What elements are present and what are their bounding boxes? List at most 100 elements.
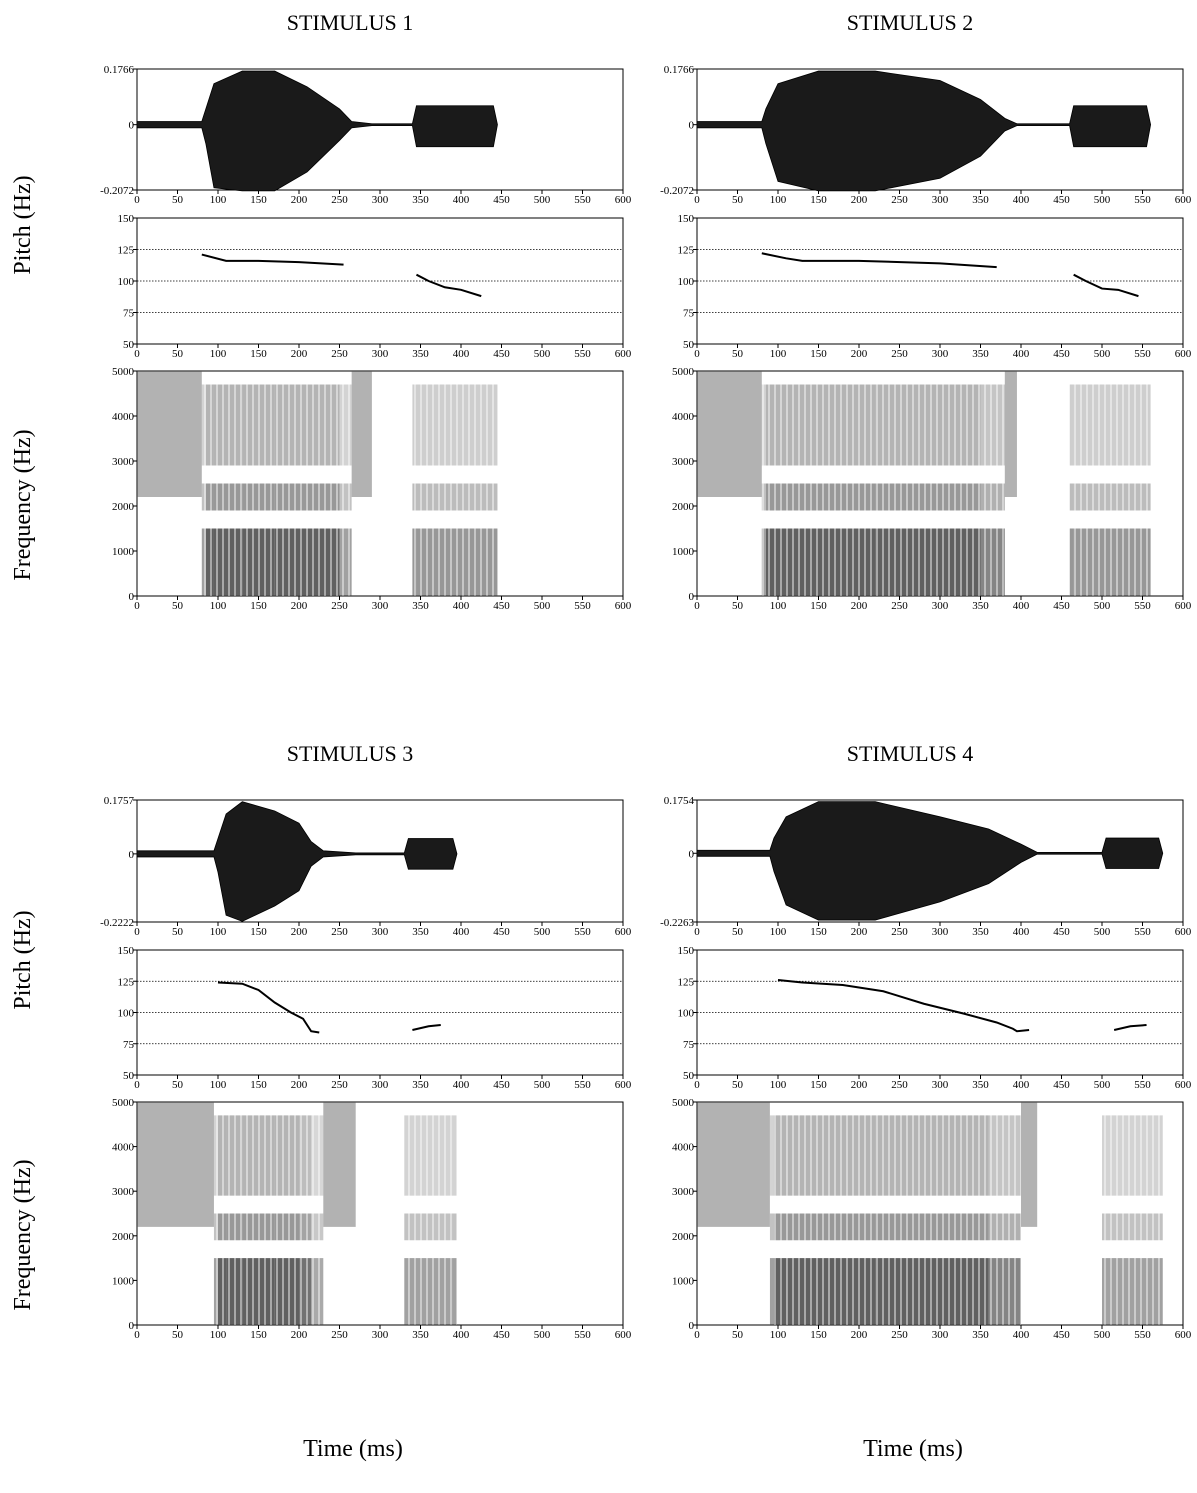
spectrogram-band: [213, 1115, 218, 1196]
spectrogram-band: [875, 1213, 940, 1241]
y-tick-label: 2000: [112, 1231, 135, 1243]
y-tick-label: 2000: [112, 501, 135, 513]
y-tick-label: 3000: [672, 1186, 695, 1198]
x-tick-label: 350: [412, 1079, 429, 1091]
spectrogram-band: [213, 1213, 218, 1241]
x-tick-label: 550: [1134, 600, 1151, 612]
spectrogram-band: [778, 528, 819, 596]
spectrogram-band: [311, 1213, 324, 1241]
y-tick-label: 50: [683, 1070, 695, 1082]
spectrogram-band: [339, 483, 352, 511]
y-tick-label: 50: [123, 339, 135, 351]
spectrogram-band: [299, 1115, 312, 1196]
x-tick-label: 0: [134, 926, 140, 938]
x-tick-label: 550: [574, 1329, 591, 1341]
spectrogram-band: [408, 1115, 453, 1196]
y-tick-label: 0.1754: [664, 795, 695, 807]
y-tick-label: 0: [689, 120, 695, 132]
x-tick-label: 50: [172, 1079, 184, 1091]
spectrogram-band: [940, 1258, 989, 1325]
x-tick-label: 450: [493, 1079, 510, 1091]
x-tick-label: 500: [1094, 600, 1111, 612]
x-tick-label: 250: [891, 926, 908, 938]
x-tick-label: 500: [1094, 348, 1111, 360]
x-tick-label: 150: [250, 1079, 267, 1091]
x-tick-label: 350: [412, 600, 429, 612]
x-tick-label: 250: [331, 600, 348, 612]
x-tick-label: 550: [574, 600, 591, 612]
x-tick-label: 100: [770, 926, 787, 938]
spectrogram-band: [778, 384, 819, 466]
spectrogram-band: [274, 384, 308, 466]
x-tick-label: 450: [493, 194, 510, 206]
x-tick-label: 350: [972, 926, 989, 938]
x-tick-label: 0: [694, 600, 700, 612]
x-tick-label: 250: [331, 348, 348, 360]
y-tick-label: 100: [118, 1008, 135, 1020]
spectrogram-band: [1106, 1213, 1159, 1241]
x-tick-label: 0: [134, 600, 140, 612]
spectrogram-band: [818, 483, 876, 511]
spectrogram-band: [493, 528, 498, 596]
spectrogram-band: [773, 1115, 787, 1196]
spectrogram-noise: [351, 371, 372, 497]
spectrogram-band: [1069, 528, 1074, 596]
spectrogram-band: [412, 528, 417, 596]
x-tick-label: 600: [1175, 926, 1192, 938]
x-tick-label: 200: [291, 1329, 308, 1341]
spectrogram-band: [274, 1258, 299, 1325]
x-tick-label: 600: [615, 348, 632, 360]
spectrogram-band: [940, 1213, 989, 1241]
x-tick-label: 250: [891, 194, 908, 206]
spectrogram-band: [818, 1115, 876, 1196]
spectrogram-band: [1102, 1213, 1107, 1241]
spectrogram-noise: [697, 1102, 770, 1227]
x-tick-label: 500: [534, 194, 551, 206]
x-tick-label: 100: [210, 600, 227, 612]
spectrogram-band: [875, 528, 940, 596]
x-tick-label: 300: [372, 600, 389, 612]
spectrogram-band: [416, 528, 494, 596]
pitch-contour: [1073, 273, 1139, 298]
x-tick-label: 0: [134, 1329, 140, 1341]
x-tick-label: 50: [172, 348, 184, 360]
x-tick-label: 350: [412, 926, 429, 938]
x-tick-label: 450: [1053, 348, 1070, 360]
x-tick-label: 450: [493, 600, 510, 612]
x-tick-label: 450: [1053, 926, 1070, 938]
x-tick-label: 300: [932, 600, 949, 612]
spectrogram-band: [1146, 384, 1151, 466]
y-tick-label: 0: [129, 591, 135, 603]
x-tick-label: 150: [810, 348, 827, 360]
y-tick-label: 4000: [672, 411, 695, 423]
spectrogram-band: [218, 1115, 227, 1196]
x-tick-label: 400: [1013, 1329, 1030, 1341]
spectrogram-band: [201, 483, 206, 511]
spectrogram-band: [242, 1115, 275, 1196]
x-tick-label: 50: [172, 194, 184, 206]
spectrogram-band: [404, 1213, 409, 1241]
x-tick-label: 400: [453, 1079, 470, 1091]
x-tick-label: 550: [1134, 1329, 1151, 1341]
x-tick-label: 550: [574, 194, 591, 206]
spectrogram-band: [1106, 1258, 1159, 1325]
spectrogram-band: [213, 483, 243, 511]
y-tick-label: 1000: [112, 1275, 135, 1287]
spectrogram-band: [213, 528, 243, 596]
spectrogram-band: [205, 384, 214, 466]
x-tick-label: 350: [972, 194, 989, 206]
spectrogram-band: [769, 1115, 774, 1196]
x-tick-label: 550: [1134, 348, 1151, 360]
x-tick-label: 200: [291, 600, 308, 612]
y-tick-label: 5000: [672, 1097, 695, 1109]
x-tick-label: 250: [331, 194, 348, 206]
y-tick-label: 0: [129, 120, 135, 132]
x-tick-label: 400: [453, 348, 470, 360]
y-tick-label: 1000: [672, 1275, 695, 1287]
spectrogram-noise: [1004, 371, 1017, 497]
x-tick-label: 450: [493, 926, 510, 938]
x-tick-label: 450: [493, 1329, 510, 1341]
y-tick-label: 75: [123, 1039, 135, 1051]
spectrogram-band: [242, 1258, 275, 1325]
y-tick-label: 125: [118, 976, 135, 988]
